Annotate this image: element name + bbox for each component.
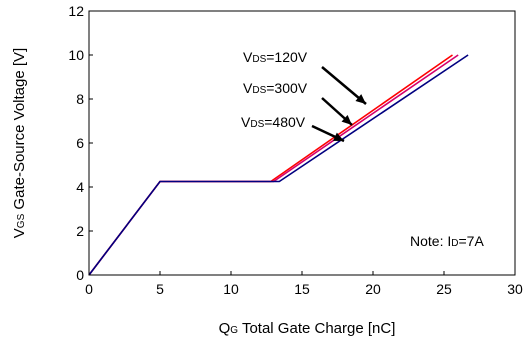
y-axis-label: VGS Gate-Source Voltage [V] <box>11 48 28 238</box>
y-tick-label: 2 <box>76 223 84 239</box>
axis-ticks: 0 5 10 15 20 25 30 0 2 4 6 8 10 12 <box>68 3 523 297</box>
note-annotation: Note: ID=7A <box>410 233 484 249</box>
legend-label-120v: VDS=120V <box>243 49 308 65</box>
x-tick-label: 25 <box>436 281 452 297</box>
x-tick-label: 30 <box>507 281 523 297</box>
legend-arrow-head-2 <box>333 132 344 141</box>
x-tick-label: 0 <box>85 281 93 297</box>
x-tick-label: 5 <box>156 281 164 297</box>
legend-arrows <box>311 66 367 143</box>
y-tick-label: 8 <box>76 91 84 107</box>
x-tick-label: 10 <box>223 281 239 297</box>
y-tick-label: 4 <box>76 179 84 195</box>
series-line-2 <box>88 54 469 276</box>
x-tick-label: 20 <box>365 281 381 297</box>
legend-arrow-head-1 <box>341 114 352 125</box>
x-tick-label: 15 <box>294 281 310 297</box>
y-tick-label: 0 <box>76 267 84 283</box>
legend-arrow-head-0 <box>355 94 366 104</box>
y-tick-label: 12 <box>68 3 84 19</box>
y-tick-label: 6 <box>76 135 84 151</box>
legend-label-300v: VDS=300V <box>243 80 308 96</box>
y-tick-label: 10 <box>68 47 84 63</box>
legend-label-480v: VDS=480V <box>241 114 306 130</box>
x-axis-label: QG Total Gate Charge [nC] <box>219 320 396 337</box>
series-lines <box>88 54 469 276</box>
